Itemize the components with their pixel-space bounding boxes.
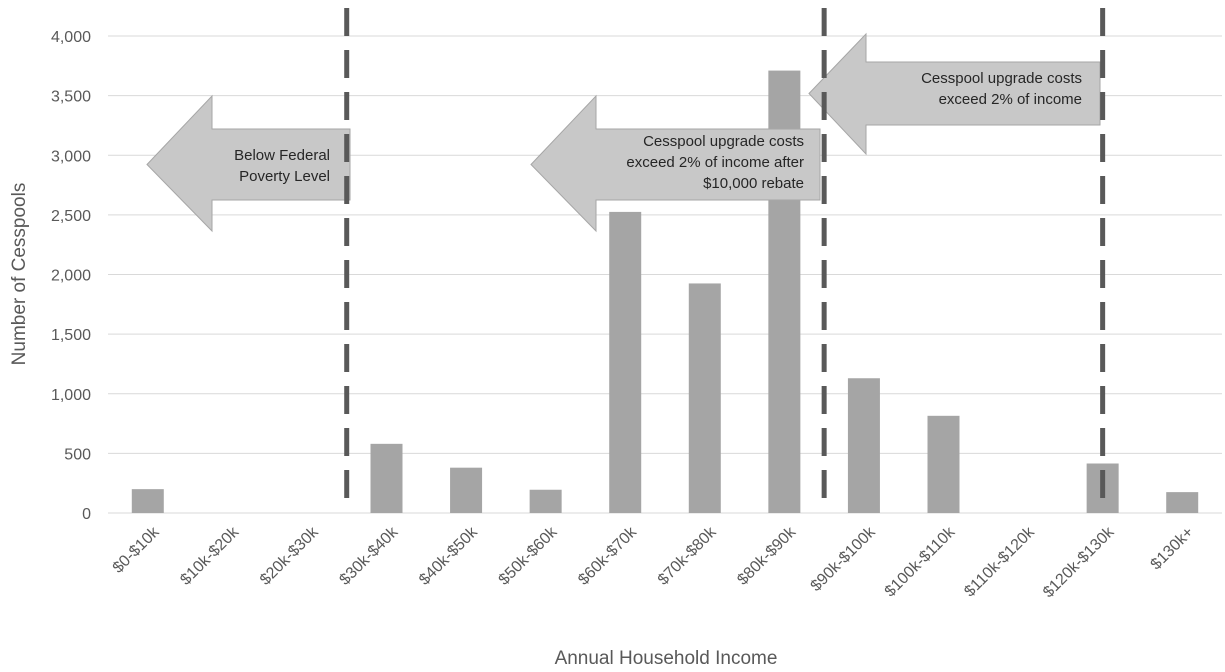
x-tick-label: $40k-$50k xyxy=(416,523,482,589)
x-tick-label: $80k-$90k xyxy=(734,523,800,589)
bar xyxy=(847,378,880,513)
x-tick-label: $50k-$60k xyxy=(496,523,562,589)
bar xyxy=(450,467,483,513)
y-axis-title: Number of Cesspools xyxy=(9,183,30,366)
x-tick-labels: $0-$10k $10k-$20k $20k-$30k $30k-$40k $40k-$… xyxy=(110,523,1197,601)
y-tick-label: 3,000 xyxy=(51,148,91,165)
x-axis-title: Annual Household Income xyxy=(555,648,778,669)
x-tick-label: $110k-$120k xyxy=(961,523,1038,600)
left-arrow-callout xyxy=(530,94,821,233)
annotation-text: Poverty Level xyxy=(239,168,330,185)
y-tick-label: 0 xyxy=(82,506,91,523)
bar xyxy=(529,489,562,513)
annotation-text: Cesspool upgrade costs xyxy=(643,133,804,150)
annotation-text: Below Federal xyxy=(234,147,330,164)
x-tick-label: $90k-$100k xyxy=(808,523,880,595)
bar xyxy=(688,283,721,513)
x-tick-label: $30k-$40k xyxy=(336,523,402,589)
x-tick-label: $130k+ xyxy=(1148,524,1197,573)
annotation-text: exceed 2% of income xyxy=(939,91,1082,108)
y-tick-label: 500 xyxy=(64,446,91,463)
bar xyxy=(927,415,960,513)
bar xyxy=(609,211,642,514)
annotation-text: Cesspool upgrade costs xyxy=(921,70,1082,87)
annotation-text: exceed 2% of income after xyxy=(626,154,804,171)
y-tick-label: 2,000 xyxy=(51,268,91,285)
y-tick-label: 4,000 xyxy=(51,29,91,46)
x-tick-label: $20k-$30k xyxy=(257,523,323,589)
bar xyxy=(131,489,164,513)
x-tick-label: $70k-$80k xyxy=(655,523,721,589)
y-tick-label: 2,500 xyxy=(51,208,91,225)
x-tick-label: $120k-$130k xyxy=(1040,523,1118,601)
y-tick-label: 1,000 xyxy=(51,387,91,404)
annotation-text: $10,000 rebate xyxy=(703,175,804,192)
x-tick-label: $10k-$20k xyxy=(177,523,243,589)
bar xyxy=(370,443,403,513)
bar xyxy=(1166,492,1199,513)
y-tick-labels: 0 500 1,000 1,500 2,000 2,500 3,000 3,500 4,000 xyxy=(51,29,91,523)
x-tick-label: $100k-$110k xyxy=(882,523,959,600)
left-arrow-callout xyxy=(808,32,1101,156)
y-tick-label: 3,500 xyxy=(51,89,91,106)
x-tick-label: $60k-$70k xyxy=(575,523,641,589)
left-arrow-callout xyxy=(146,94,351,233)
x-tick-label: $0-$10k xyxy=(110,523,164,577)
annotation-arrows: Below Federal Poverty Level Cesspool upgra… xyxy=(146,32,1101,233)
y-tick-label: 1,500 xyxy=(51,327,91,344)
